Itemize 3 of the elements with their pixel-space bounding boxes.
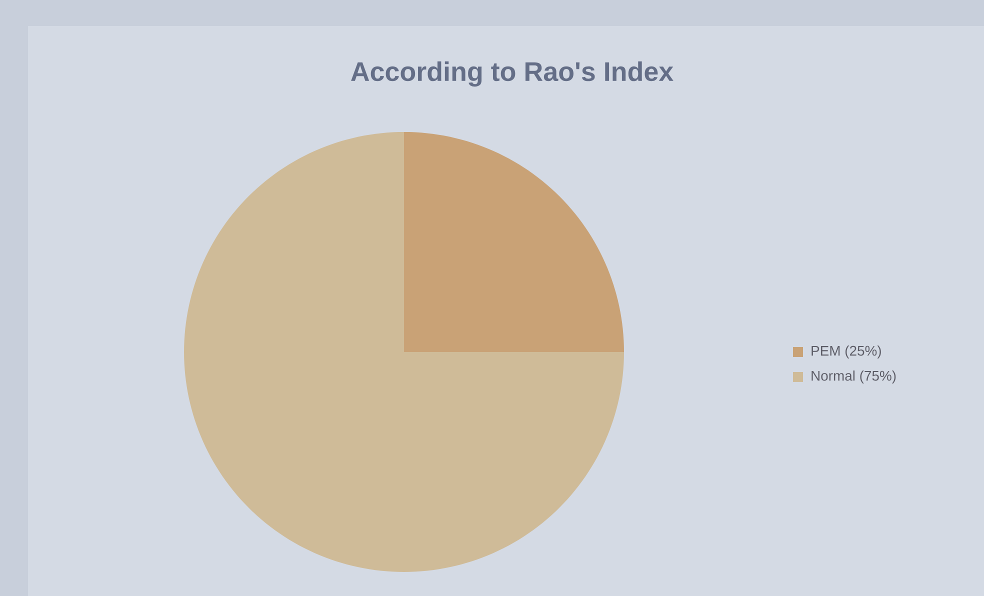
chart-title: According to Rao's Index	[351, 61, 674, 87]
legend-label: PEM (25%)	[812, 345, 881, 358]
legend-label: Normal (75%)	[812, 370, 896, 384]
